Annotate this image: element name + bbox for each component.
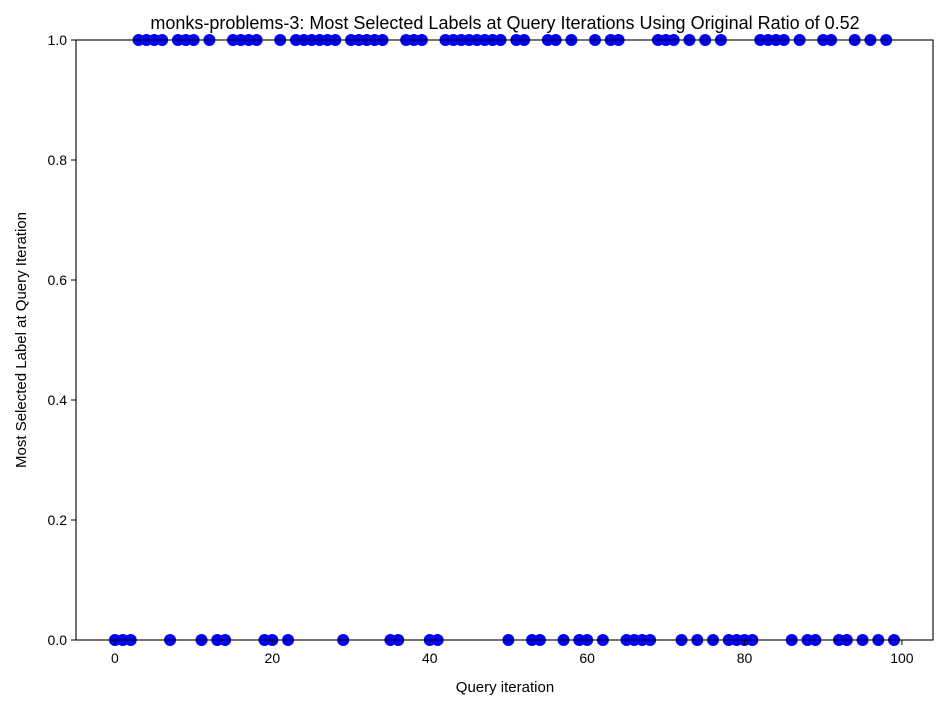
- y-tick-label: 0.6: [48, 272, 68, 288]
- x-tick-label: 100: [890, 650, 914, 666]
- y-tick-label: 0.2: [48, 512, 68, 528]
- x-tick-label: 80: [737, 650, 753, 666]
- y-axis-ticks: 0.0 0.2 0.4 0.6 0.8 1.0: [48, 32, 76, 648]
- y-axis-label: Most Selected Label at Query Iteration: [13, 212, 30, 468]
- data-points: [108, 34, 901, 646]
- y-tick-label: 1.0: [48, 32, 68, 48]
- y-tick-label: 0.0: [48, 632, 68, 648]
- y-tick-label: 0.4: [48, 392, 68, 408]
- x-tick-label: 60: [579, 650, 595, 666]
- x-axis-ticks: 0 20 40 60 80 100: [111, 640, 914, 666]
- x-tick-label: 0: [111, 650, 119, 666]
- x-tick-label: 20: [265, 650, 281, 666]
- plot-frame: [75, 39, 934, 641]
- x-tick-label: 40: [422, 650, 438, 666]
- y-tick-label: 0.8: [48, 152, 68, 168]
- chart-title: monks-problems-3: Most Selected Labels a…: [150, 13, 859, 33]
- x-axis-label: Query iteration: [456, 679, 554, 696]
